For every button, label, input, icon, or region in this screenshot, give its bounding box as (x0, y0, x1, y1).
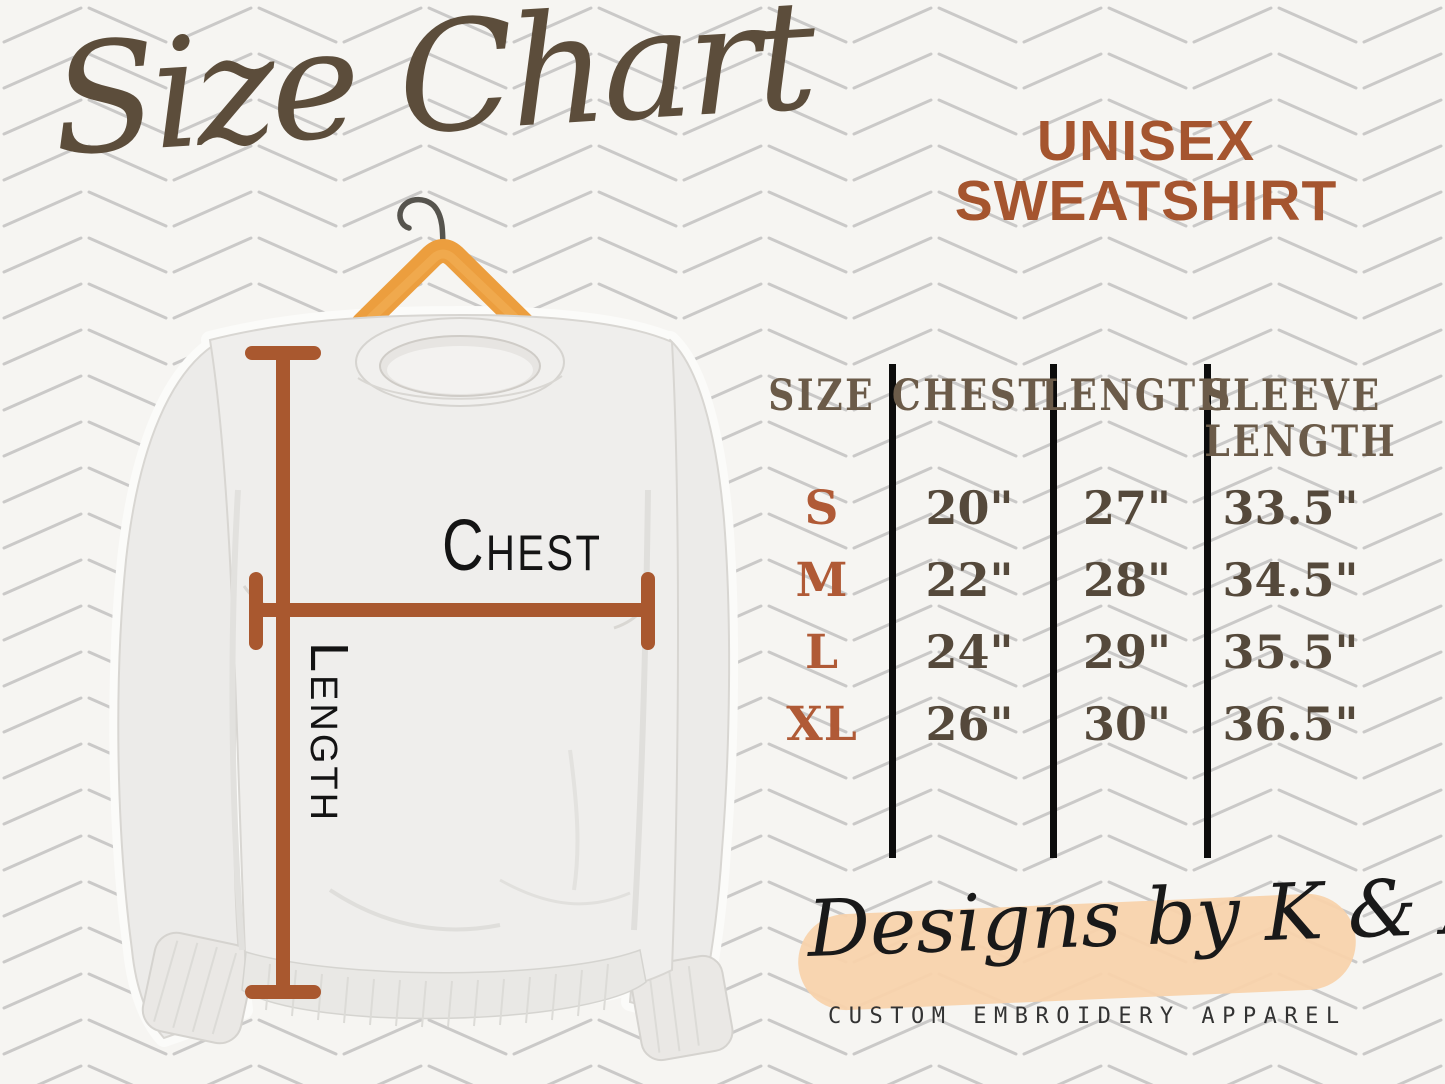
sleeve-cell: 35.5" (1222, 625, 1359, 679)
sweatshirt-photo (109, 196, 739, 1062)
hem-band (241, 948, 647, 1020)
table-divider (1204, 364, 1211, 858)
size-cell: M (795, 552, 849, 608)
column-header-chest: CHEST (891, 371, 1048, 421)
sleeve-cell: 33.5" (1222, 481, 1359, 535)
chest-cell: 20" (925, 481, 1014, 535)
right-cuff (630, 954, 734, 1062)
product-title-line2: SWEATSHIRT (954, 168, 1338, 233)
table-divider (889, 364, 896, 858)
column-header-sleeve-length: SLEEVE LENGTH (1204, 371, 1398, 467)
chest-cell: 22" (925, 553, 1014, 607)
length-cell: 30" (1083, 697, 1171, 751)
sleeve-cell: 36.5" (1222, 697, 1359, 751)
column-header-length: LENGTH (1040, 371, 1234, 421)
product-title-line1: UNISEX (1036, 109, 1256, 173)
fabric-creases (229, 489, 651, 951)
hanger-icon (351, 196, 535, 336)
measurement-lines (245, 346, 655, 999)
brand-block: Designs by K & A CUSTOM EMBROIDERY APPAR… (780, 861, 1445, 1080)
length-cell: 29" (1083, 625, 1171, 679)
product-title: UNISEX SWEATSHIRT (930, 109, 1362, 233)
sleeve-cell: 34.5" (1222, 553, 1359, 607)
table-divider (1050, 364, 1057, 858)
chest-label: Chest (442, 506, 603, 586)
length-label: Length (299, 642, 359, 824)
chest-cell: 24" (925, 625, 1014, 679)
chest-cell: 26" (925, 697, 1014, 751)
collar (355, 317, 565, 407)
length-cell: 28" (1083, 553, 1171, 607)
sweatshirt-graphic (117, 313, 734, 1062)
chest-measure-line (249, 572, 655, 650)
length-cell: 27" (1083, 481, 1171, 535)
column-header-size: SIZE (768, 371, 876, 421)
size-cell: XL (786, 696, 858, 752)
brand-tagline: CUSTOM EMBROIDERY APPAREL (828, 1004, 1347, 1029)
size-table: SIZE CHEST LENGTH SLEEVE LENGTH S 20" 27… (755, 360, 1398, 858)
size-cell: L (804, 624, 840, 680)
length-measure-line (245, 346, 321, 999)
left-cuff (141, 931, 255, 1045)
size-cell: S (804, 480, 840, 536)
